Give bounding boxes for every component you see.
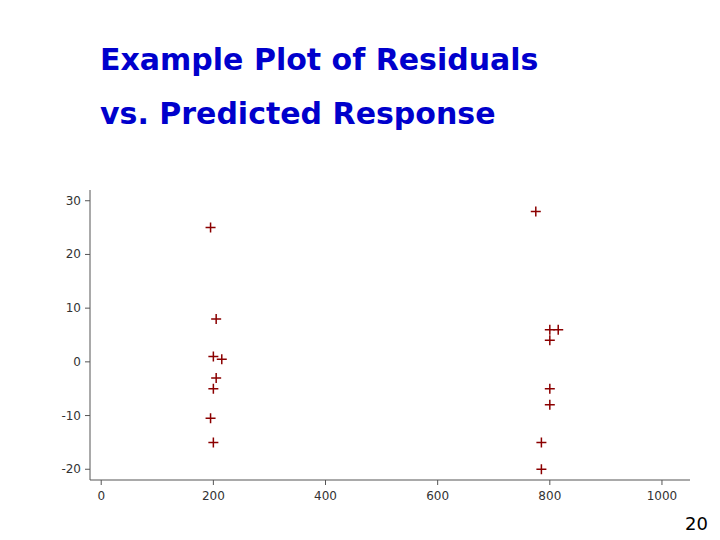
axes: 0 200 400 600 800 1000 -20 -10 0 10 20 30 bbox=[61, 190, 690, 503]
x-tick-label: 600 bbox=[426, 489, 449, 503]
y-tick bbox=[85, 361, 90, 362]
chart: Example Plot of Residuals vs. Predicted R… bbox=[0, 0, 720, 540]
y-tick-label: 20 bbox=[66, 247, 81, 261]
point bbox=[545, 400, 555, 410]
point bbox=[553, 325, 563, 335]
y-tick bbox=[85, 469, 90, 470]
subtitle: vs. Predicted Response bbox=[100, 96, 495, 131]
y-tick bbox=[85, 415, 90, 416]
x-tick bbox=[437, 480, 438, 485]
point bbox=[545, 335, 555, 345]
point bbox=[536, 437, 546, 447]
x-tick bbox=[101, 480, 102, 485]
x-axis-line bbox=[90, 480, 690, 481]
point bbox=[208, 384, 218, 394]
point bbox=[208, 351, 218, 361]
point bbox=[211, 373, 221, 383]
point bbox=[206, 223, 216, 233]
x-tick bbox=[213, 480, 214, 485]
y-tick bbox=[85, 200, 90, 201]
point bbox=[536, 464, 546, 474]
x-tick bbox=[661, 480, 662, 485]
y-tick-label: 0 bbox=[73, 355, 81, 369]
y-tick-label: 30 bbox=[66, 194, 81, 208]
points bbox=[206, 206, 564, 474]
page-number: 20 bbox=[685, 513, 708, 534]
y-tick-label: -20 bbox=[61, 462, 81, 476]
point bbox=[208, 437, 218, 447]
x-tick-label: 0 bbox=[97, 489, 105, 503]
y-tick-label: 10 bbox=[66, 301, 81, 315]
point bbox=[206, 413, 216, 423]
y-axis-line bbox=[90, 190, 91, 480]
point bbox=[531, 206, 541, 216]
x-tick-label: 800 bbox=[538, 489, 561, 503]
point bbox=[545, 384, 555, 394]
point bbox=[211, 314, 221, 324]
y-tick bbox=[85, 254, 90, 255]
x-tick-label: 200 bbox=[202, 489, 225, 503]
x-tick-label: 400 bbox=[314, 489, 337, 503]
y-tick bbox=[85, 308, 90, 309]
x-tick-label: 1000 bbox=[647, 489, 678, 503]
x-tick bbox=[549, 480, 550, 485]
point bbox=[217, 354, 227, 364]
y-tick-label: -10 bbox=[61, 409, 81, 423]
title: Example Plot of Residuals bbox=[100, 42, 538, 77]
x-tick bbox=[325, 480, 326, 485]
